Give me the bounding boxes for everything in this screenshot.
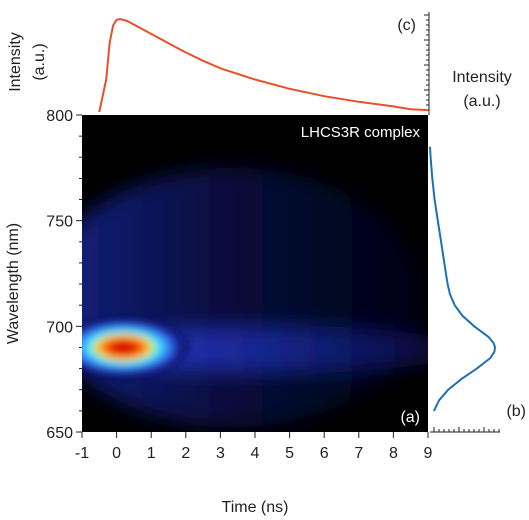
x-tick-label: 5: [285, 445, 294, 462]
heatmap-intensity: [82, 167, 428, 428]
decay-axis-label-line1: Intensity: [7, 32, 24, 92]
spectrum-panel: (b) Intensity (a.u.): [429, 69, 526, 433]
x-tick-label: 6: [320, 445, 329, 462]
x-tick-label: 0: [112, 445, 121, 462]
decay-line: [98, 17, 429, 113]
x-tick-label: 1: [147, 445, 156, 462]
x-tick-label: 3: [216, 445, 225, 462]
y-axis-label: Wavelength (nm): [5, 223, 22, 344]
x-tick-label: 9: [424, 445, 433, 462]
heatmap-annotation: LHCS3R complex: [301, 124, 421, 141]
x-axis-label: Time (ns): [222, 499, 289, 516]
y-axis-ticks: 650 700 750 800: [46, 108, 82, 442]
panel-b-label: (b): [506, 403, 526, 420]
heatmap-haze: [82, 167, 424, 428]
spectrum-ticks: [433, 427, 500, 432]
x-tick-label: 2: [181, 445, 190, 462]
spectrum-line: [429, 146, 497, 412]
decay-ticks: [424, 14, 429, 111]
spectrum-axis-label-line2: (a.u.): [463, 93, 500, 110]
heatmap-peak: [82, 317, 190, 378]
x-axis-ticks: -1 0 1 2 3 4 5 6 7 8 9: [75, 432, 433, 462]
x-tick-label: 7: [354, 445, 363, 462]
panel-a-label: (a): [400, 409, 420, 426]
decay-axis-label-line2: (a.u.): [31, 43, 48, 80]
y-tick-label: 800: [46, 108, 73, 125]
spectrum-axis-label-line1: Intensity: [452, 69, 512, 86]
heatmap-panel: LHCS3R complex (a) -1 0 1 2 3 4 5 6 7 8 9 650 700 75…: [5, 108, 433, 516]
y-tick-label: 750: [46, 214, 73, 231]
x-tick-label: 8: [389, 445, 398, 462]
panel-c-label: (c): [397, 17, 416, 34]
y-tick-label: 650: [46, 425, 73, 442]
x-tick-label: -1: [75, 445, 89, 462]
decay-panel: (c) Intensity (a.u.): [7, 12, 430, 115]
x-tick-label: 4: [251, 445, 260, 462]
y-tick-label: 700: [46, 319, 73, 336]
